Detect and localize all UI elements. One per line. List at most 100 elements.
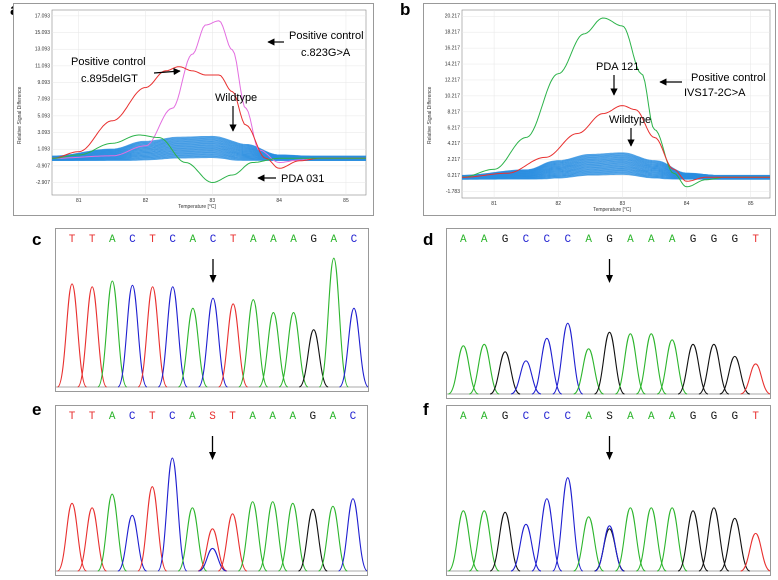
base-letter: T: [752, 234, 759, 246]
y-tick-label: 15.093: [35, 30, 51, 36]
trace-peak: [677, 343, 709, 395]
base-letter: C: [351, 234, 358, 246]
trace-peak: [258, 312, 289, 388]
annot-wildtype-a: Wildtype: [215, 92, 257, 104]
x-tick-label: 81: [491, 201, 497, 207]
annot-pc-ivs-line1: Positive control: [691, 72, 766, 84]
trace-peak: [573, 348, 604, 395]
base-letter: A: [189, 411, 196, 423]
y-tick-label: 9.093: [37, 80, 50, 86]
base-letter: C: [169, 411, 176, 423]
trace-peak: [177, 307, 208, 388]
trace-peak: [77, 507, 108, 572]
base-letter: S: [606, 411, 613, 423]
base-letter: T: [69, 411, 76, 423]
base-letter: A: [190, 234, 197, 246]
y-tick-label: 0.217: [447, 173, 460, 179]
base-letter: G: [690, 234, 697, 246]
y-tick-label: 3.093: [37, 130, 50, 136]
base-letter: G: [310, 234, 317, 246]
panel-letter-f: f: [423, 400, 429, 419]
trace-peak: [510, 523, 542, 572]
plot-area: [461, 9, 771, 199]
trace-peak: [468, 510, 500, 572]
trace-peak: [698, 507, 730, 572]
base-letter: A: [330, 411, 337, 423]
base-letter: A: [648, 234, 655, 246]
base-letter: G: [731, 411, 738, 423]
base-letter: G: [502, 411, 509, 423]
base-letter: S: [209, 411, 216, 423]
y-tick-label: 14.217: [445, 62, 461, 68]
x-tick-label: 82: [555, 201, 561, 207]
base-letter: C: [129, 411, 136, 423]
base-letter: A: [481, 234, 488, 246]
base-letter: A: [290, 234, 297, 246]
trace-peak: [117, 284, 148, 388]
base-letter: C: [210, 234, 217, 246]
base-letter: A: [109, 234, 116, 246]
trace-peak: [552, 477, 584, 572]
trace-peak: [447, 510, 479, 572]
trace-peak: [337, 498, 368, 572]
trace-peak: [468, 343, 500, 395]
base-letter: A: [289, 411, 296, 423]
base-letter: A: [669, 234, 676, 246]
plot-area: [51, 9, 367, 196]
trace-peak: [137, 486, 168, 572]
base-letter: C: [564, 234, 571, 246]
base-letter: T: [149, 411, 156, 423]
trace-peak: [531, 337, 563, 395]
y-tick-label: 8.217: [447, 109, 460, 115]
trace-peak: [237, 501, 268, 572]
base-letter: A: [269, 411, 276, 423]
x-tick-label: 84: [276, 198, 282, 204]
xlabel-a: Temperature [°C]: [178, 204, 216, 210]
series-line-pda-031: [52, 134, 366, 184]
series-line-wildtype: [462, 152, 770, 176]
trace-peak: [298, 329, 329, 388]
annot-pc-823-line2: c.823G>A: [301, 47, 351, 59]
panel-letter-c: c: [32, 230, 42, 249]
trace-peak: [197, 297, 229, 388]
variant-arrowhead: [209, 275, 217, 283]
base-letter: A: [109, 411, 116, 423]
x-tick-label: 81: [76, 198, 82, 204]
trace-peak: [177, 507, 208, 572]
base-letter: A: [460, 234, 467, 246]
y-tick-label: 17.093: [35, 13, 51, 19]
trace-peak: [137, 286, 168, 388]
trace-peak: [552, 322, 584, 395]
y-tick-label: 2.217: [447, 157, 460, 163]
base-letter: A: [627, 411, 634, 423]
annot-pc-ivs-line2: IVS17-2C>A: [684, 87, 746, 99]
trace-peak: [448, 345, 479, 395]
trace-peak: [740, 363, 771, 395]
base-letter: C: [350, 411, 357, 423]
panel-a-frame: 17.093 15.093 13.093 11.093 9.093 7.093 5.093 3…: [13, 3, 374, 216]
base-letter: A: [460, 411, 467, 423]
y-tick-label: 7.093: [37, 97, 50, 103]
base-letter: C: [523, 234, 530, 246]
base-letter: G: [606, 234, 613, 246]
y-tick-label: 18.217: [445, 30, 461, 36]
series-line-pda-121: [462, 105, 770, 182]
trace-peak: [677, 510, 709, 572]
panel-letter-b: b: [400, 0, 411, 19]
trace-peak: [278, 312, 309, 388]
trace-peak: [635, 333, 667, 395]
trace-peak: [614, 507, 646, 572]
base-letter: G: [502, 234, 509, 246]
y-tick-label: 12.217: [445, 77, 461, 83]
y-tick-label: 6.217: [447, 125, 460, 131]
trace-peak: [157, 457, 188, 572]
base-letter: T: [149, 234, 156, 246]
trace-peak: [318, 257, 349, 388]
x-tick-label: 84: [684, 201, 690, 207]
trace-peak: [257, 501, 288, 572]
y-tick-label: -2.907: [36, 180, 50, 186]
